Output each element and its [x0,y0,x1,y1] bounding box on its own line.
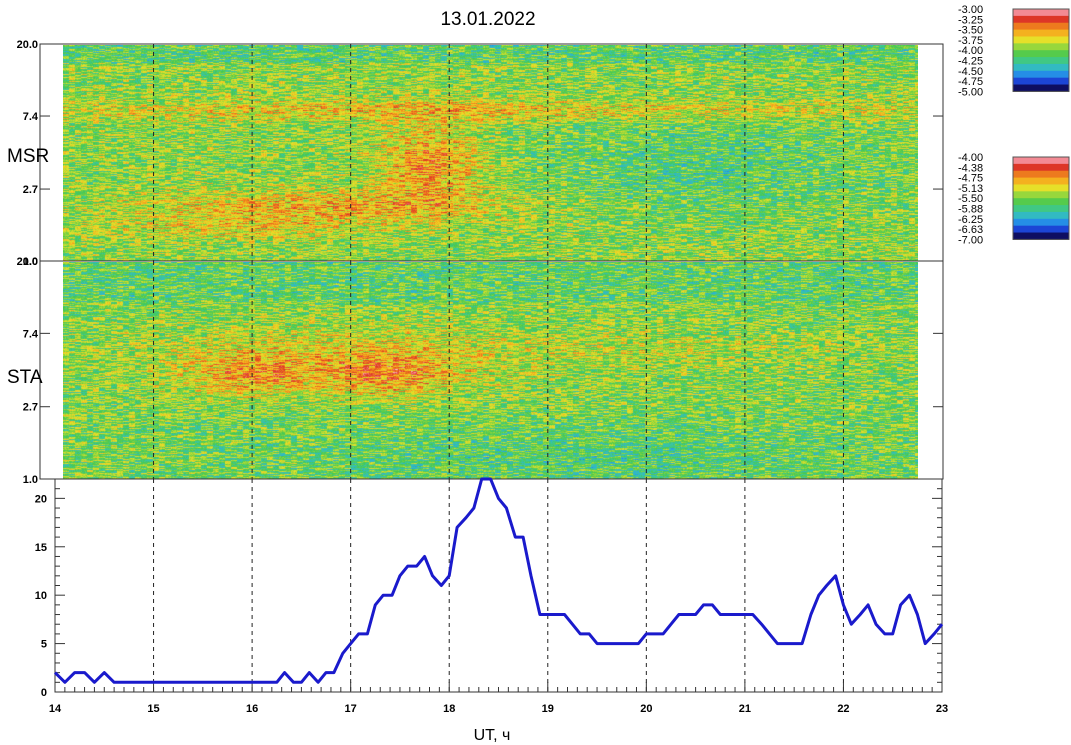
y-tick-label: 7.4 [23,111,39,123]
x-tick-label: 14 [49,703,62,715]
x-axis-label: UT, ч [474,727,511,744]
colorbar-swatch [1013,184,1069,192]
colorbar-swatch [1013,191,1069,199]
colorbar-swatch [1013,177,1069,185]
colorbar-tick-label: -4.00 [958,45,983,57]
y-tick-label: 0 [41,687,47,699]
sta-y-ticks: 20.0 7.4 2.7 1.0 [17,256,943,486]
y-tick-label: 1.0 [23,256,38,268]
x-tick-label: 22 [837,703,849,715]
sta-colorbar: -4.00-4.38-4.75-5.13-5.50-5.88-6.25-6.63… [958,152,1070,246]
x-tick-label: 23 [936,703,948,715]
msr-colorbar: -3.00-3.25-3.50-3.75-4.00-4.25-4.50-4.75… [958,4,1070,98]
y-tick-label: 20.0 [17,256,38,268]
colorbar-tick-label: -3.50 [958,25,983,37]
colorbar-swatch [1013,77,1069,86]
colorbar-tick-label: -5.50 [958,193,983,205]
sta-heatmap-image-holder [63,262,918,479]
colorbar-swatch [1013,84,1069,92]
colorbar-swatch [1013,70,1069,79]
colorbar-swatch [1013,29,1069,37]
colorbar-swatch [1013,63,1069,72]
colorbar-swatch [1013,170,1069,179]
y-tick-label: 1.0 [23,474,38,486]
colorbar-tick-label: -5.00 [958,86,983,98]
colorbar-tick-label: -4.38 [958,162,983,174]
colorbar-swatch [1013,232,1069,240]
colorbar-swatch [1013,205,1069,213]
line-panel-frame [54,478,943,693]
y-tick-label: 2.7 [23,402,38,414]
msr-y-label: MSR [7,146,49,167]
x-tick-label: 20 [640,703,652,715]
colorbar-swatch [1013,163,1069,172]
y-tick-label: 15 [35,542,47,554]
line-series [53,477,944,684]
chart-title: 13.01.2022 [440,9,535,30]
colorbar-swatch [1013,225,1069,234]
x-tick-label: 19 [542,703,554,715]
colorbar-swatch [1013,15,1069,24]
sta-heatmap-image [63,262,918,479]
colorbar-swatch [1013,36,1069,44]
colorbar-tick-label: -5.88 [958,204,983,216]
x-tick-label: 16 [246,703,258,715]
x-tick-label: 18 [443,703,455,715]
y-tick-label: 5 [41,639,47,651]
colorbar-swatch [1013,211,1069,220]
x-tick-label: 15 [147,703,159,715]
y-tick-label: 7.4 [23,328,39,340]
colorbar-frame [1012,156,1070,240]
y-tick-label: 2.7 [23,184,38,196]
colorbar-swatch [1013,22,1069,31]
y-tick-label: 20.0 [17,39,38,51]
colorbar-tick-label: -5.13 [958,183,983,195]
colorbar-swatch [1013,43,1069,51]
colorbar-tick-label: -6.25 [958,214,983,226]
msr-heatmap-panel: 20.0 7.4 2.7 1.0 MSR [7,39,944,268]
colorbar-tick-label: -4.25 [958,56,983,68]
colorbar-swatch [1013,218,1069,227]
msr-heatmap-image [63,45,918,261]
colorbar-swatch [1013,198,1069,206]
colorbar-swatch [1013,50,1069,58]
colorbar-swatch [1013,57,1069,65]
sta-heatmap-panel: 20.0 7.4 2.7 1.0 STA [7,256,944,486]
x-tick-label: 17 [345,703,357,715]
y-tick-label: 10 [35,590,47,602]
colorbar-tick-label: -3.75 [958,35,983,47]
sta-y-label: STA [7,367,43,388]
colorbar-tick-label: -3.00 [958,4,983,16]
colorbar-tick-label: -4.75 [958,173,983,185]
line-x-ticks: 14 15 16 17 18 19 20 21 22 23 [49,682,948,715]
line-panel: 0 5 10 15 20 14 15 16 17 18 19 20 21 22 23 UT, ч [35,477,948,744]
line-y-ticks: 0 5 10 15 20 [35,488,942,699]
colorbar-tick-label: -4.00 [958,152,983,164]
y-tick-label: 20 [35,493,47,505]
colorbar-tick-label: -7.00 [958,234,983,246]
colorbar-swatch [1013,157,1069,165]
colorbar-tick-label: -3.25 [958,14,983,26]
colorbar-swatch [1013,9,1069,17]
x-tick-label: 21 [739,703,751,715]
colorbar-frame [1012,8,1070,92]
line-gridlines [153,479,844,692]
colorbar-tick-label: -4.75 [958,76,983,88]
msr-heatmap-image-holder [63,45,918,261]
colorbar-tick-label: -6.63 [958,224,983,236]
colorbar-tick-label: -4.50 [958,66,983,78]
